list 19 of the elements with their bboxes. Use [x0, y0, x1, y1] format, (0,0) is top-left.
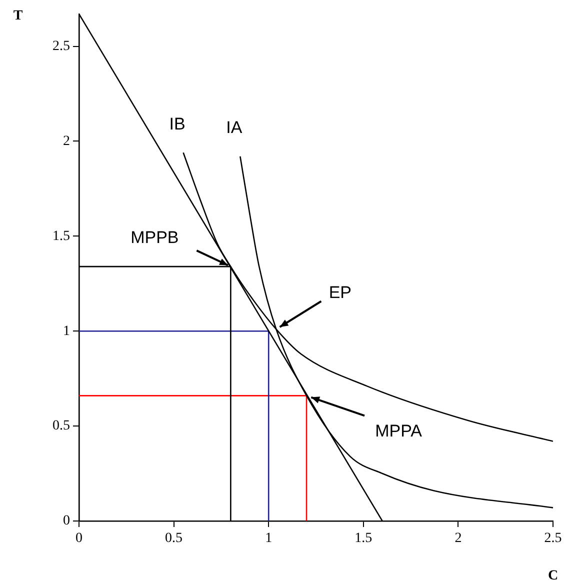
y-tick-label: 2 — [63, 134, 70, 149]
x-tick-label: 0.5 — [165, 531, 183, 546]
x-tick-label: 0 — [76, 531, 82, 546]
y-tick-label: 1.5 — [52, 228, 70, 244]
x-tick-label: 1.5 — [354, 531, 372, 546]
x-tick-label: 1 — [265, 531, 272, 546]
x-tick-label: 2 — [454, 531, 462, 546]
y-tick-label: 2.5 — [52, 38, 70, 54]
y-axis-title: T — [13, 8, 24, 24]
series-label: IB — [169, 114, 186, 134]
annotation: MPPA — [375, 421, 423, 440]
y-tick-label: 0 — [63, 514, 70, 529]
annotation: EP — [328, 282, 352, 302]
y-tick-label: 0.5 — [52, 418, 70, 434]
series-label: IA — [226, 118, 243, 138]
annotation: MPPB — [130, 228, 179, 248]
y-tick-label: 1 — [63, 324, 70, 339]
x-axis-title: C — [548, 568, 558, 584]
x-tick-label: 2.5 — [544, 531, 562, 546]
